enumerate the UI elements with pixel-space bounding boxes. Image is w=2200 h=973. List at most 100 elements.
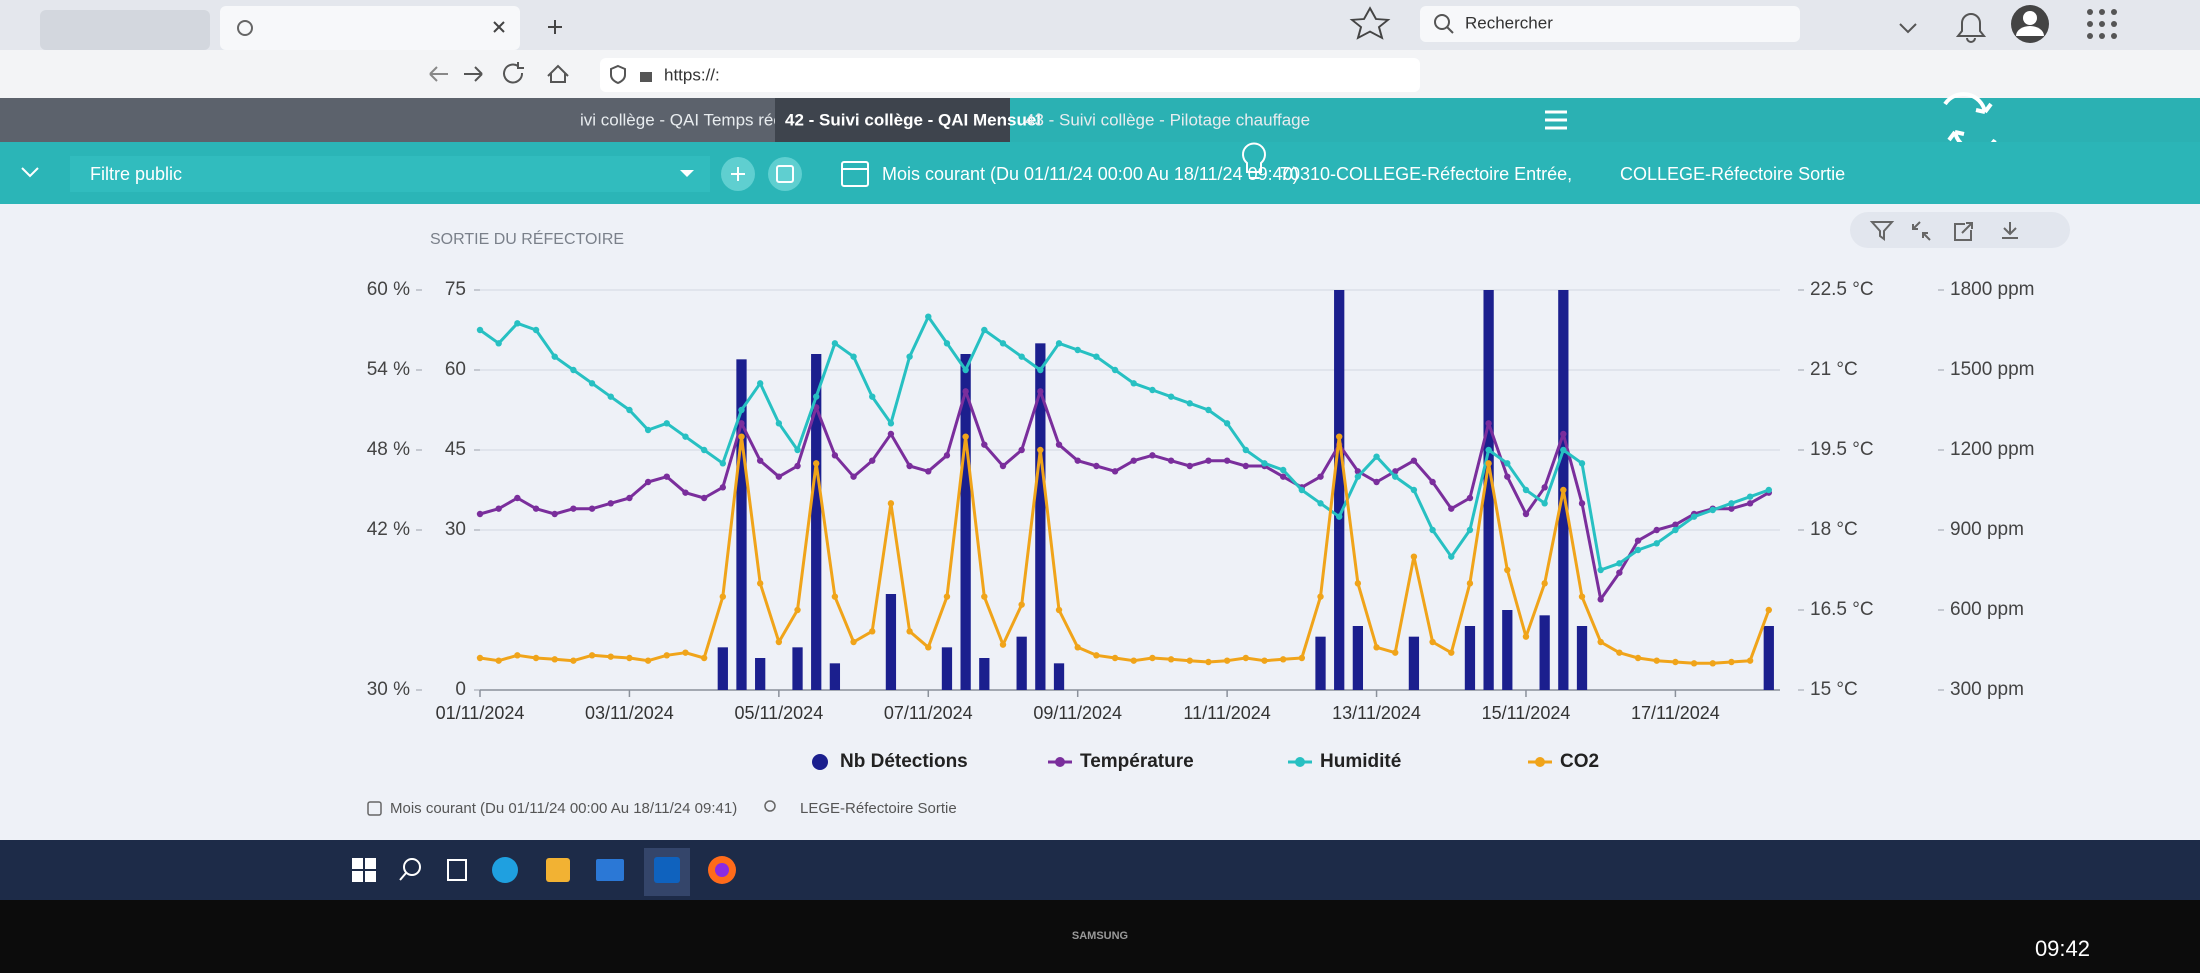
legend-label[interactable]: Humidité (1320, 751, 1401, 772)
y-tick-label: 75 (445, 279, 466, 300)
y-tick-label: 54 % (367, 359, 410, 380)
series-point (1765, 486, 1772, 494)
x-tick-label: 01/11/2024 (436, 703, 525, 723)
url-field[interactable] (600, 58, 1420, 92)
menu-button[interactable] (1545, 110, 1567, 130)
detection-bar (960, 354, 971, 690)
series-point (588, 380, 596, 387)
series-point (1653, 540, 1660, 547)
sensor[interactable]: COLLEGE-Réfectoire Sortie (1620, 164, 1845, 184)
task-view[interactable] (447, 859, 467, 881)
y-tick-label: 900 ppm (1950, 519, 2024, 540)
series-point (1354, 473, 1362, 480)
series-point (1223, 420, 1231, 427)
series-point (682, 649, 689, 656)
series-point (1541, 500, 1548, 507)
series-point (869, 457, 876, 464)
series-point (607, 393, 614, 400)
store-app[interactable] (546, 858, 570, 882)
back-button[interactable] (429, 66, 448, 82)
browser-tab-active[interactable] (220, 6, 520, 50)
mail-app[interactable] (596, 859, 624, 881)
legend-label[interactable]: CO2 (1560, 751, 1599, 772)
series-point (644, 657, 652, 664)
series-point (1186, 462, 1193, 470)
series-point (1223, 657, 1231, 664)
start-button[interactable] (352, 858, 376, 882)
series-point (1560, 446, 1567, 454)
app-tab-active-label[interactable]: 42 - Suivi collège - QAI Mensuel (785, 110, 1041, 129)
open-icon[interactable] (1954, 222, 1973, 241)
home-button[interactable] (547, 64, 569, 83)
x-tick-label: 05/11/2024 (734, 703, 823, 723)
browser-tab[interactable] (40, 10, 210, 50)
footer-sensor: LEGE-Réfectoire Sortie (800, 800, 957, 817)
series-point (1279, 473, 1287, 480)
series-point (719, 460, 727, 467)
avatar-body (2016, 26, 2044, 36)
period[interactable]: Mois courant (Du 01/11/24 00:00 Au 18/11… (882, 164, 1299, 184)
app-tab-active[interactable] (775, 98, 1010, 142)
bookmark-star[interactable] (1349, 6, 1391, 40)
url: https://: (664, 65, 720, 84)
close-tab[interactable] (493, 21, 505, 33)
reload-button[interactable] (503, 62, 524, 84)
firefox-app (715, 863, 729, 877)
notifications[interactable] (1955, 13, 1987, 43)
series-point (962, 366, 969, 374)
series-point (700, 654, 708, 662)
series-point (1130, 457, 1137, 464)
series-point (1541, 580, 1548, 587)
app-tab[interactable]: ivi collège - QAI Temps réel (580, 110, 787, 129)
bulb-icon (764, 800, 776, 812)
series-point (813, 460, 820, 467)
search-button[interactable] (403, 858, 421, 876)
app-tab[interactable]: 43 - Suivi collège - Pilotage chauffage (1025, 110, 1310, 129)
series-point (738, 433, 745, 440)
app-tab-row-accent (1010, 98, 2200, 142)
series-point (1149, 654, 1156, 662)
dropdown[interactable] (1899, 23, 1917, 34)
series-point (1018, 446, 1025, 454)
legend-label[interactable]: Nb Détections (840, 751, 968, 772)
filter-select[interactable] (70, 156, 710, 192)
detection-bar (941, 647, 953, 690)
legend-label[interactable]: Température (1080, 751, 1194, 772)
new-tab[interactable] (548, 20, 562, 34)
forward-button[interactable] (464, 66, 483, 82)
detection-bar (792, 647, 803, 690)
series-point (1074, 457, 1081, 464)
series-point (1392, 649, 1399, 656)
series-point (1279, 466, 1287, 474)
detection-bar (736, 359, 747, 690)
x-tick-label: 13/11/2024 (1332, 703, 1421, 723)
series-point (476, 510, 484, 518)
download-icon[interactable] (2002, 222, 2018, 239)
series-point (1335, 513, 1343, 520)
detection-bar (717, 647, 728, 690)
collapse-icon[interactable] (1912, 221, 1931, 241)
series-point (775, 420, 783, 427)
series-point (1093, 353, 1100, 360)
series-point (943, 452, 951, 459)
detection-bar (1053, 663, 1065, 690)
series-point (551, 510, 558, 518)
collapse-button[interactable] (21, 167, 39, 178)
search-box[interactable] (1420, 6, 1800, 42)
save-button[interactable] (768, 157, 802, 191)
series-point (532, 505, 540, 512)
edge-app[interactable] (492, 857, 518, 883)
x-tick-label: 11/11/2024 (1183, 703, 1270, 723)
series-point (756, 580, 764, 587)
series-point (1242, 462, 1250, 470)
x-tick-label: 03/11/2024 (585, 703, 674, 723)
logo-part (365, 858, 376, 869)
series-point (1597, 638, 1604, 646)
sensor[interactable]: 70310-COLLEGE-Réfectoire Entrée, (1280, 164, 1572, 184)
apps-grid[interactable] (2087, 9, 2117, 39)
filter-icon[interactable] (1869, 221, 1895, 241)
series-point (1130, 657, 1137, 664)
series-point (1634, 537, 1642, 544)
series-point (588, 505, 596, 512)
